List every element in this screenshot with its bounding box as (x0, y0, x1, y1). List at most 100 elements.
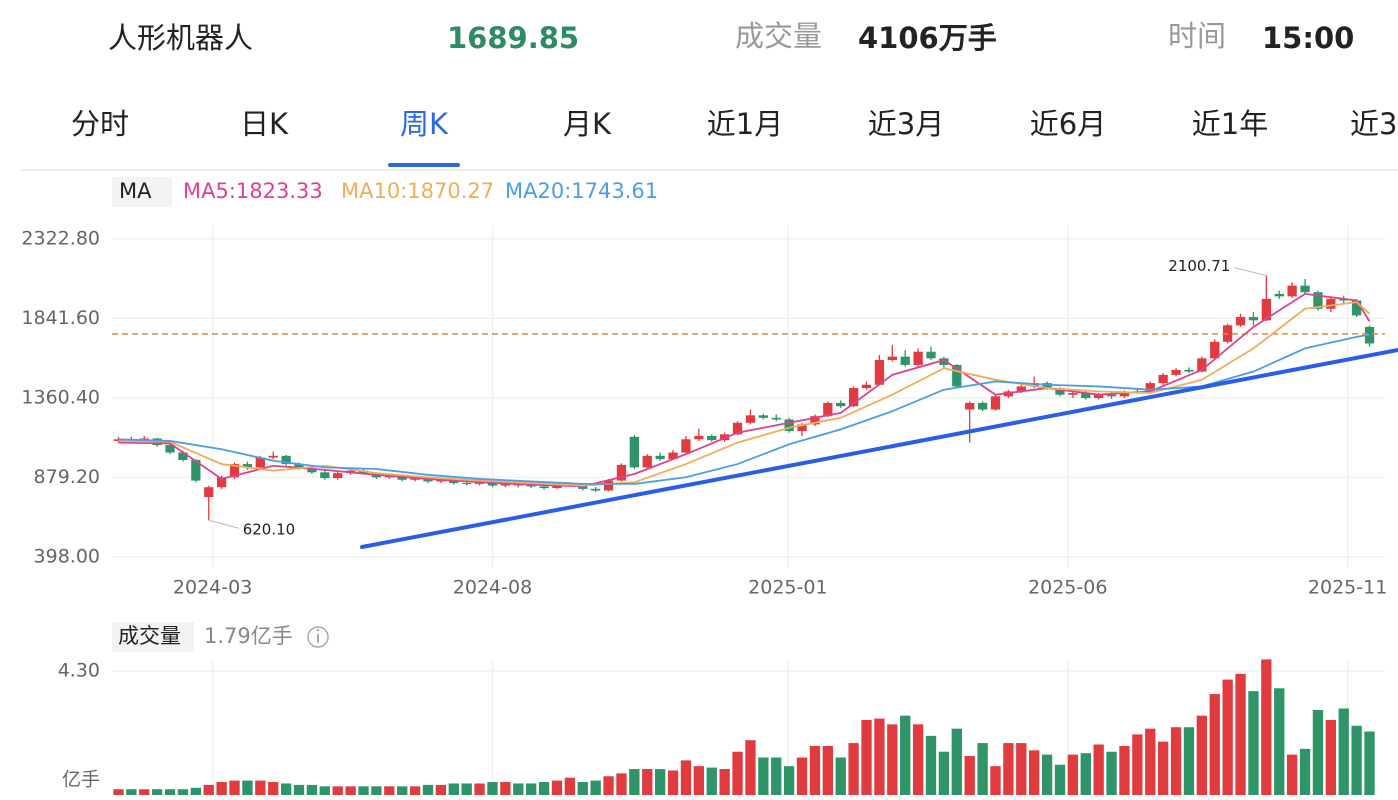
volume-title: 成交量 (118, 624, 181, 648)
volume-unit: 亿手 (62, 769, 100, 791)
volume-bar (809, 745, 821, 795)
tab[interactable]: 月K (563, 107, 612, 141)
info-icon-dot (316, 628, 320, 632)
candle-body (178, 452, 188, 460)
candle-body (333, 473, 343, 479)
tab[interactable]: 近6月 (1030, 107, 1106, 141)
volume-bar (513, 783, 524, 795)
volume-bar (1351, 725, 1362, 795)
candle-body (307, 468, 317, 473)
leader-line (208, 519, 239, 529)
volume-bar (887, 724, 898, 795)
volume-bar (925, 735, 937, 795)
tab[interactable]: 近3年 (1350, 107, 1398, 141)
volume-bar (1286, 754, 1298, 795)
candle-body (629, 436, 639, 468)
volume-bar (1325, 720, 1336, 795)
volume-bar (835, 757, 846, 795)
candle-body (1119, 392, 1130, 397)
tab[interactable]: 日K (240, 107, 289, 141)
candle-body (784, 419, 794, 432)
volume-bar (526, 783, 537, 795)
volume-bar (151, 789, 163, 795)
candle-body (487, 482, 498, 486)
volume-bar (422, 784, 434, 795)
volume-bar (616, 773, 627, 795)
volume-bar (577, 782, 588, 795)
y-tick-label: 4.30 (58, 659, 100, 681)
volume-bar (358, 786, 369, 795)
volume-bar (1093, 744, 1104, 795)
candle-body (1158, 374, 1168, 384)
tab[interactable]: 周K (400, 107, 449, 141)
volume-bar (113, 789, 124, 795)
volume-bar (783, 766, 795, 795)
volume-bar (203, 784, 214, 795)
volume-bar (822, 745, 833, 795)
volume-bar (448, 783, 459, 795)
candle-body (1248, 317, 1259, 321)
candle-body (204, 487, 214, 498)
volume-bar (538, 782, 550, 795)
candle-body (758, 415, 768, 418)
ma-line (118, 301, 1371, 487)
candle-body (836, 402, 846, 407)
volume-bar (461, 783, 472, 795)
volume-bar (371, 786, 382, 795)
x-tick-label: 2025-06 (1028, 577, 1107, 599)
candle-body (926, 351, 936, 359)
tab[interactable]: 分时 (71, 107, 129, 141)
volume-title-box (112, 622, 194, 652)
plots: 2322.80 1841.60 1360.40 879.20 398.00 4.30 202… (21, 225, 1387, 795)
volume-bar (409, 786, 421, 795)
tab[interactable]: 近3月 (868, 107, 944, 141)
candle-body (1094, 394, 1104, 398)
max-label: 2100.71 (1168, 257, 1230, 275)
volume-bar (1132, 734, 1143, 795)
candle-body (965, 402, 975, 410)
volume-bar (1041, 754, 1053, 795)
candle-body (462, 483, 472, 485)
candle-body (591, 488, 601, 491)
ma-line (118, 292, 1371, 488)
candle-body (913, 351, 923, 365)
candle-body (1184, 369, 1194, 372)
candle-body (229, 464, 240, 478)
y-tick-label: 2322.80 (21, 227, 100, 249)
volume-bar (654, 769, 666, 795)
candle-body (1210, 341, 1220, 359)
volume-bar (1183, 727, 1195, 795)
leader-line (1234, 267, 1267, 277)
info-icon[interactable] (307, 626, 329, 648)
volume-bar (1196, 715, 1208, 795)
volume-bar (629, 769, 640, 795)
volume-bar (242, 780, 253, 795)
candle-body (823, 402, 833, 417)
volume-bar (680, 760, 692, 795)
tab[interactable]: 近1年 (1192, 107, 1268, 141)
volume-bar (1054, 764, 1066, 795)
volume-bar (951, 728, 962, 795)
candle-body (1016, 386, 1026, 392)
candle-body (191, 459, 201, 481)
volume-bar (126, 789, 137, 795)
indicator: MA (119, 179, 152, 203)
candle-body (745, 415, 756, 423)
volume-bar (332, 786, 343, 795)
volume-bar (306, 784, 318, 795)
volume-bar (1299, 748, 1311, 795)
volume-bar (268, 782, 279, 795)
volume-bar (1016, 743, 1027, 795)
ma-legend: MA20:1743.61 (505, 179, 658, 203)
tab[interactable]: 近1月 (707, 107, 783, 141)
candle-body (1171, 369, 1181, 375)
volume: 4106万手 (858, 21, 997, 55)
y-tick-label: 398.00 (34, 545, 100, 567)
x-tick-label: 2024-08 (453, 577, 532, 599)
volume-bar (861, 720, 872, 795)
time: 15:00 (1262, 21, 1354, 55)
candle-body (771, 417, 781, 420)
volume-bar (1248, 691, 1259, 795)
